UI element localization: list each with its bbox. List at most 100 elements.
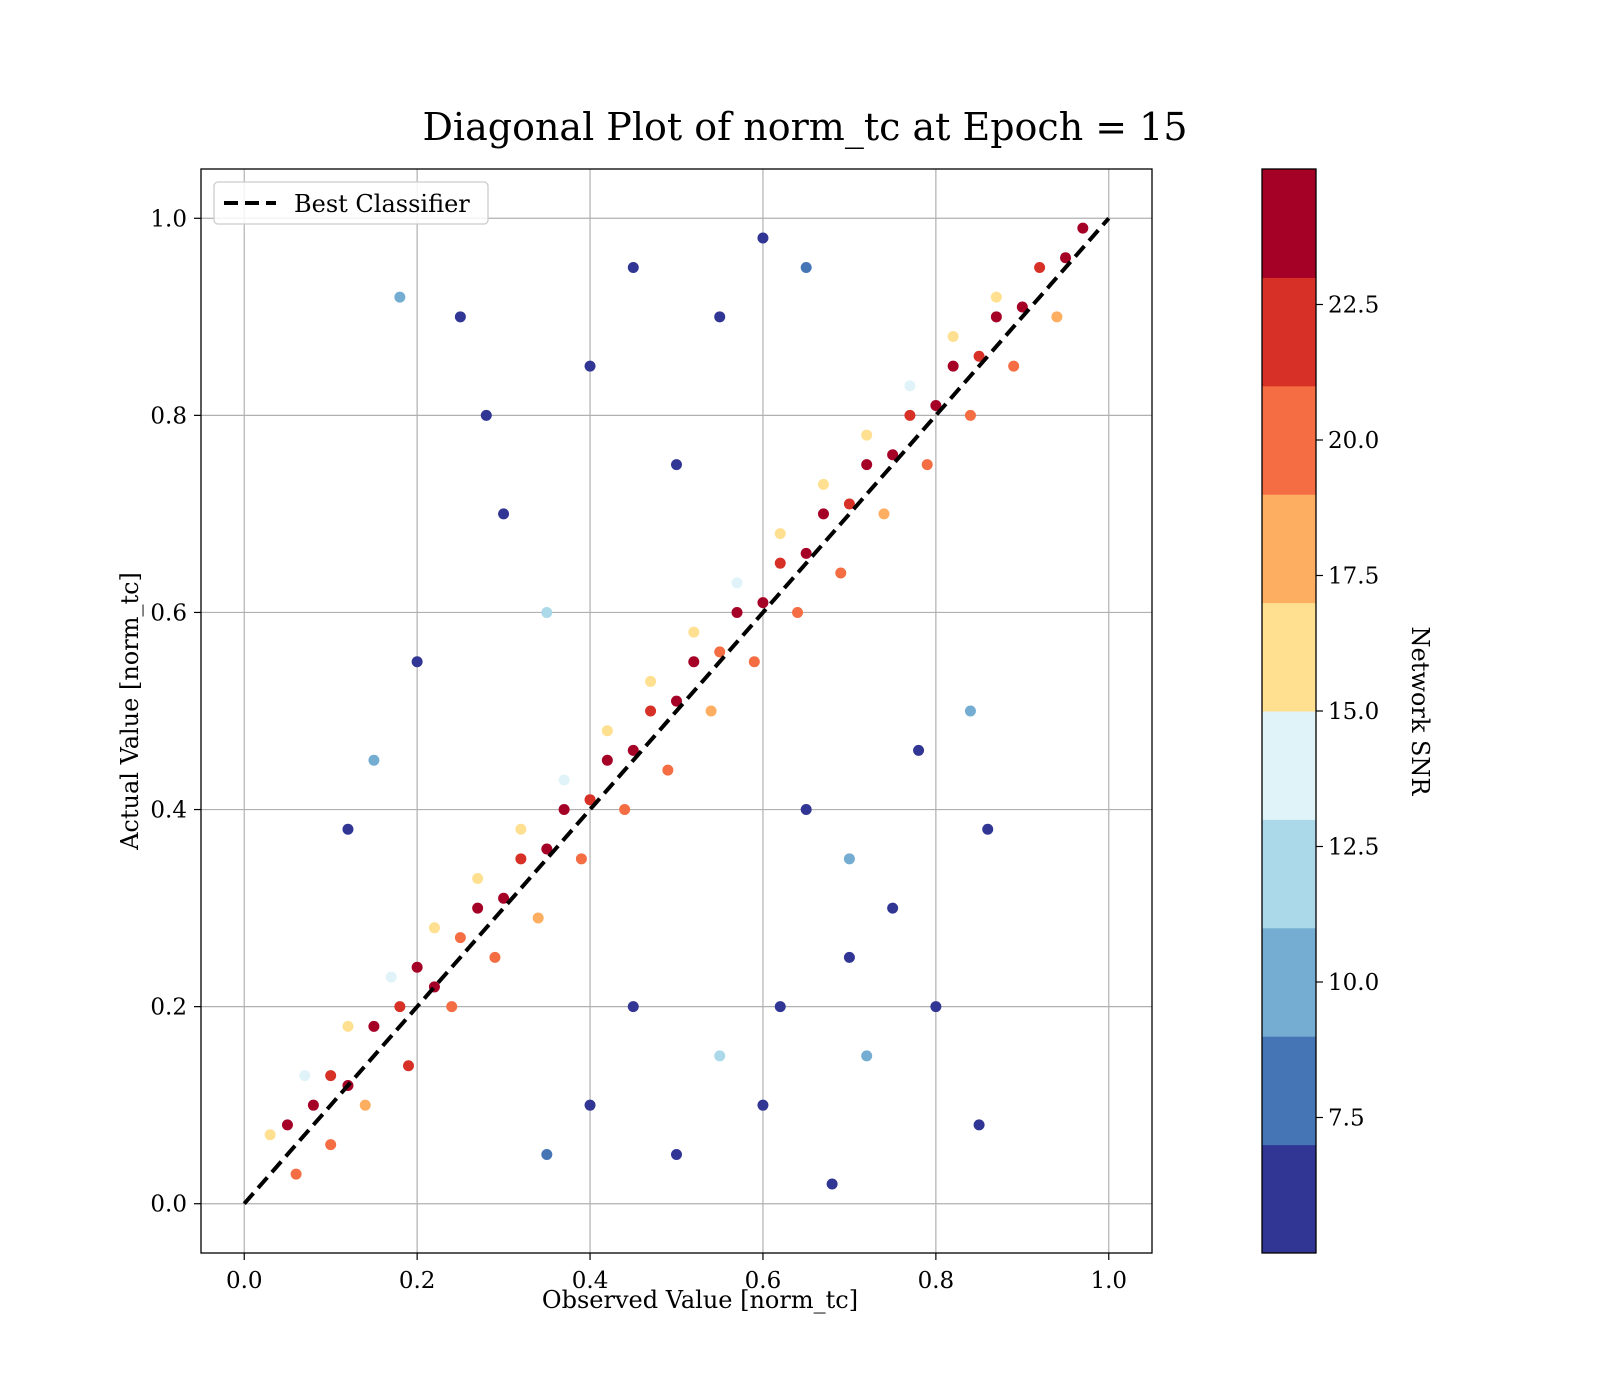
- scatter-point: [359, 1099, 371, 1111]
- scatter-point: [861, 459, 873, 471]
- scatter-point: [281, 1119, 293, 1131]
- scatter-point: [489, 951, 501, 963]
- scatter-point: [800, 804, 812, 816]
- scatter-point: [688, 656, 700, 668]
- scatter-point: [774, 528, 786, 540]
- scatter-point: [498, 892, 510, 904]
- legend-label-best-classifier: Best Classifier: [294, 190, 470, 218]
- colorbar-swatch: [1262, 494, 1316, 604]
- scatter-point: [601, 725, 613, 737]
- scatter-point: [904, 409, 916, 421]
- scatter-point: [1016, 301, 1028, 313]
- chart-title: Diagonal Plot of norm_tc at Epoch = 15: [422, 105, 1187, 150]
- scatter-point: [714, 646, 726, 658]
- legend: Best Classifier: [213, 181, 489, 225]
- x-tick-label: 0.8: [918, 1268, 955, 1294]
- x-axis-ticks: 0.0 0.2 0.4 0.6 0.8 1.0: [226, 1253, 1127, 1294]
- scatter-point: [368, 754, 380, 766]
- scatter-point: [973, 350, 985, 362]
- colorbar-tick-label: 17.5: [1328, 564, 1379, 590]
- colorbar-swatch: [1262, 711, 1316, 820]
- scatter-point: [385, 971, 397, 983]
- scatter-point: [990, 291, 1002, 303]
- scatter-point: [480, 409, 492, 421]
- scatter-point: [774, 557, 786, 569]
- colorbar-ticks: 7.5 10.0 12.5 15.0 17.5 20.0 22.5: [1316, 293, 1379, 1132]
- scatter-point: [645, 675, 657, 687]
- scatter-point: [541, 843, 553, 855]
- scatter-point: [930, 400, 942, 412]
- scatter-point: [947, 331, 959, 343]
- scatter-point: [402, 1060, 414, 1072]
- scatter-point: [541, 1148, 553, 1160]
- scatter-point: [558, 804, 570, 816]
- colorbar-swatch: [1262, 927, 1316, 1037]
- y-tick-label: 0.8: [150, 403, 187, 429]
- colorbar-swatch: [1262, 385, 1316, 495]
- scatter-point: [584, 1099, 596, 1111]
- scatter-point: [714, 1050, 726, 1062]
- scatter-point: [792, 606, 804, 618]
- scatter-point: [843, 853, 855, 865]
- scatter-point: [714, 311, 726, 323]
- plot-frame: [200, 168, 1153, 1254]
- scatter-point: [835, 567, 847, 579]
- scatter-point: [299, 1070, 311, 1082]
- x-tick-label: 0.6: [745, 1268, 782, 1294]
- scatter-point: [947, 360, 959, 372]
- colorbar-tick-label: 7.5: [1328, 1106, 1365, 1132]
- scatter-point: [671, 459, 682, 471]
- scatter-point: [878, 508, 890, 520]
- y-tick-label: 0.0: [150, 1192, 187, 1218]
- scatter-point: [575, 853, 587, 865]
- scatter-point: [964, 705, 976, 717]
- scatter-point: [1051, 311, 1063, 323]
- colorbar-swatch: [1262, 602, 1316, 712]
- scatter-point: [645, 705, 657, 717]
- scatter-point: [921, 459, 933, 471]
- scatter-point: [532, 912, 544, 924]
- scatter-point: [454, 932, 466, 944]
- scatter-point: [1008, 360, 1020, 372]
- scatter-point: [843, 498, 855, 510]
- x-tick-label: 0.4: [572, 1268, 609, 1294]
- scatter-point: [541, 606, 553, 618]
- scatter-point: [826, 1178, 838, 1190]
- scatter-point: [887, 902, 899, 914]
- scatter-point: [394, 291, 406, 303]
- colorbar-swatch: [1262, 819, 1316, 929]
- colorbar-tick-label: 22.5: [1328, 293, 1379, 319]
- scatter-point: [498, 508, 510, 520]
- scatter-point: [558, 774, 570, 786]
- scatter-point: [627, 744, 639, 756]
- y-tick-label: 1.0: [150, 206, 187, 232]
- scatter-point: [584, 360, 596, 372]
- scatter-point: [705, 705, 717, 717]
- scatter-point: [774, 1001, 786, 1013]
- legend-box: [213, 181, 489, 225]
- scatter-point: [800, 547, 812, 559]
- scatter-point: [290, 1168, 302, 1180]
- colorbar-swatch: [1262, 169, 1316, 278]
- scatter-point: [731, 577, 743, 589]
- y-axis-ticks: 0.0 0.2 0.4 0.6 0.8 1.0: [150, 206, 201, 1218]
- best-classifier-line: [242, 216, 1111, 1206]
- scatter-point: [264, 1129, 276, 1141]
- scatter-point: [843, 951, 855, 963]
- scatter-point: [930, 1001, 942, 1013]
- scatter-point: [454, 311, 466, 323]
- colorbar-tick-label: 12.5: [1328, 835, 1379, 861]
- scatter-point: [394, 1001, 406, 1013]
- scatter-point: [757, 1099, 769, 1111]
- scatter-point: [1077, 222, 1089, 234]
- scatter-point: [904, 380, 916, 392]
- scatter-point: [627, 1001, 639, 1013]
- colorbar: [1262, 169, 1316, 1254]
- scatter-point: [688, 626, 700, 638]
- scatter-point: [584, 794, 596, 806]
- scatter-point: [817, 478, 829, 490]
- scatter-point: [472, 902, 484, 914]
- scatter-point: [973, 1119, 985, 1131]
- scatter-point: [428, 922, 440, 934]
- scatter-point: [515, 853, 527, 865]
